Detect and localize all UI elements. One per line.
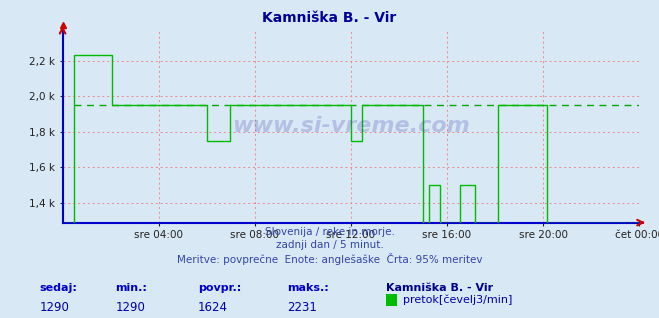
Text: zadnji dan / 5 minut.: zadnji dan / 5 minut. (275, 240, 384, 250)
Text: 1624: 1624 (198, 301, 228, 314)
Text: www.si-vreme.com: www.si-vreme.com (232, 116, 470, 135)
Text: 1290: 1290 (115, 301, 145, 314)
Text: Kamniška B. - Vir: Kamniška B. - Vir (262, 11, 397, 25)
Text: povpr.:: povpr.: (198, 283, 241, 293)
Text: 2231: 2231 (287, 301, 316, 314)
Text: sedaj:: sedaj: (40, 283, 77, 293)
Text: 1290: 1290 (40, 301, 69, 314)
Text: maks.:: maks.: (287, 283, 328, 293)
Text: pretok[čevelj3/min]: pretok[čevelj3/min] (403, 294, 513, 305)
Text: Meritve: povprečne  Enote: anglešaške  Črta: 95% meritev: Meritve: povprečne Enote: anglešaške Črt… (177, 253, 482, 265)
Text: Kamniška B. - Vir: Kamniška B. - Vir (386, 283, 493, 293)
Text: min.:: min.: (115, 283, 147, 293)
Text: Slovenija / reke in morje.: Slovenija / reke in morje. (264, 227, 395, 237)
